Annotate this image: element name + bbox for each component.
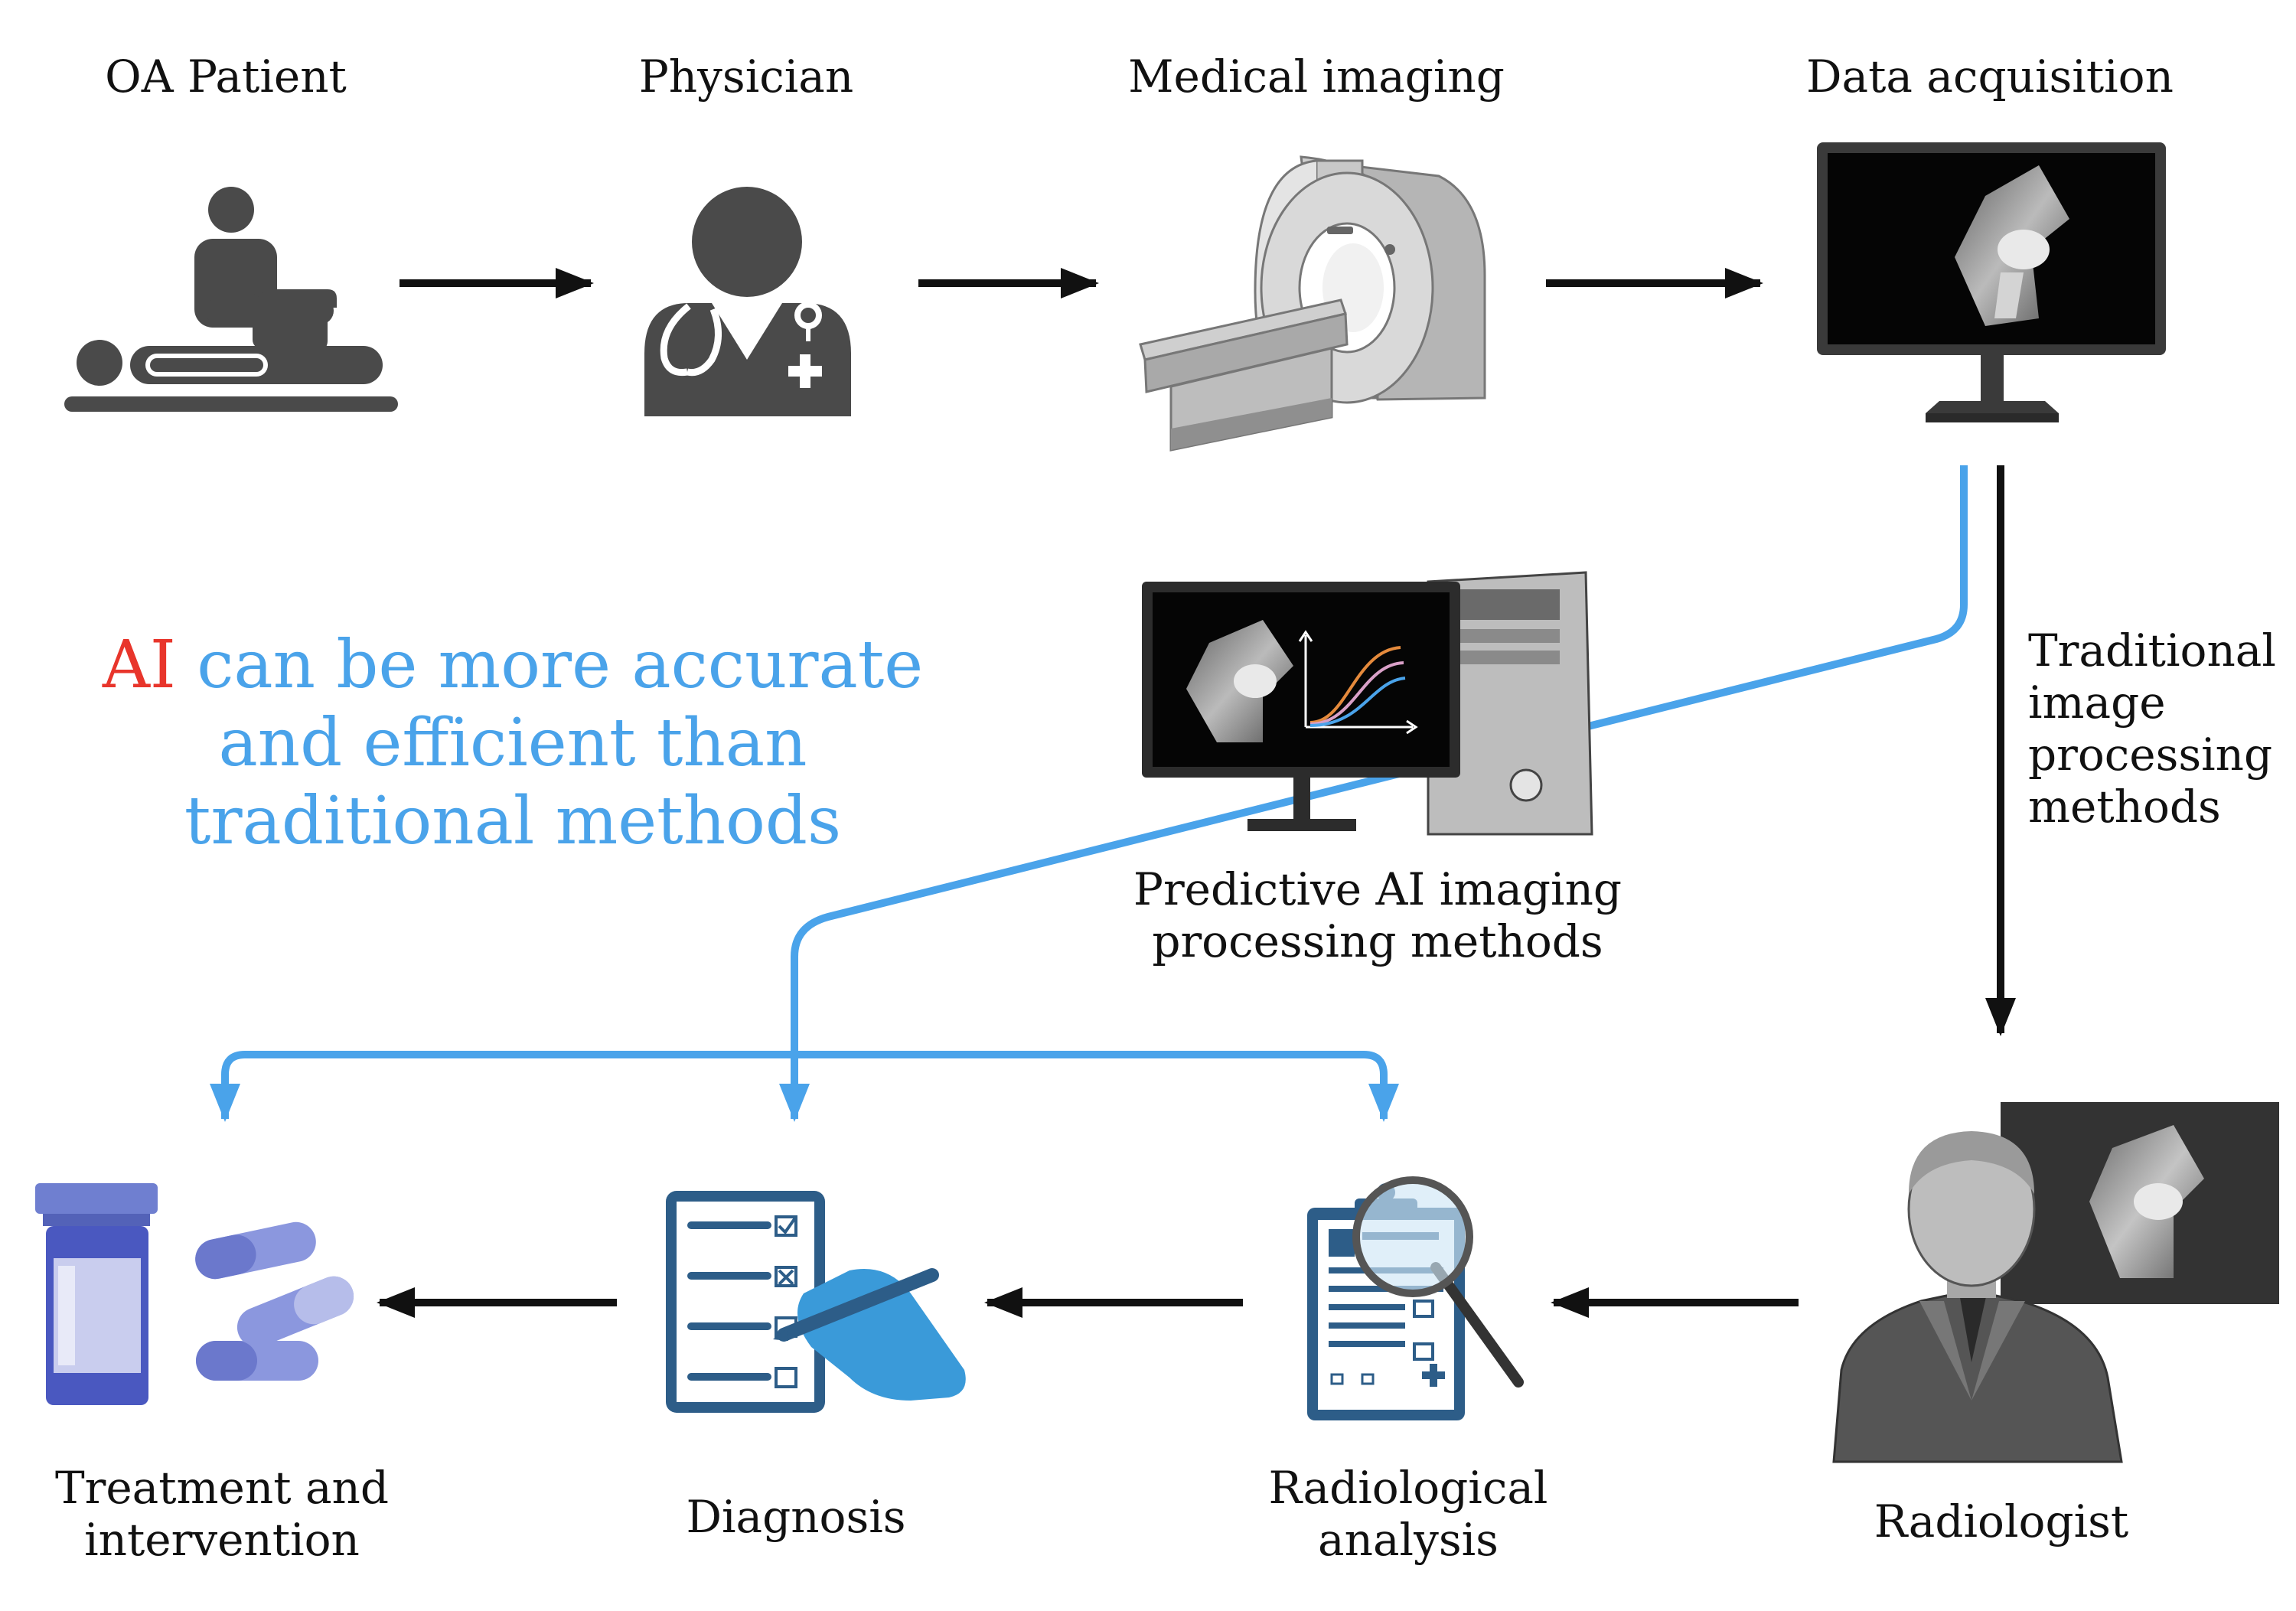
ai-path-arrows bbox=[210, 465, 1968, 1123]
ai-method-label-line2: processing methods bbox=[1152, 915, 1603, 967]
pills-bottle-icon bbox=[35, 1183, 354, 1405]
traditional-path-arrows bbox=[376, 268, 2016, 1318]
traditional-label-line1: Traditional bbox=[2028, 625, 2276, 677]
traditional-label-line4: methods bbox=[2028, 781, 2221, 833]
traditional-label-line3: processing bbox=[2028, 729, 2273, 781]
analysis-label-line1: Radiological bbox=[1268, 1462, 1548, 1514]
ai-callout: AI can be more accurate and efficient th… bbox=[69, 626, 957, 860]
ai-workstation-icon bbox=[1142, 571, 1593, 836]
traditional-label-line2: image bbox=[2028, 677, 2166, 729]
analysis-label-line2: analysis bbox=[1318, 1514, 1499, 1566]
clipboard-magnifier-icon bbox=[1307, 1176, 1524, 1420]
ai-callout-line3: traditional methods bbox=[184, 783, 842, 859]
checklist-hand-icon bbox=[666, 1191, 966, 1413]
mri-scanner-icon bbox=[1139, 155, 1486, 452]
ai-callout-line2: and efficient than bbox=[218, 705, 807, 781]
physician-label: Physician bbox=[638, 51, 854, 103]
patient-label: OA Patient bbox=[105, 51, 347, 103]
treatment-label-line1: Treatment and bbox=[54, 1462, 390, 1514]
ai-callout-line1: AI can be more accurate bbox=[69, 626, 957, 704]
ai-callout-line1-rest: can be more accurate bbox=[175, 627, 924, 703]
radiologist-icon bbox=[1832, 1102, 2279, 1463]
diagnosis-label: Diagnosis bbox=[686, 1491, 906, 1543]
acquisition-label: Data acquisition bbox=[1806, 51, 2174, 103]
imaging-label: Medical imaging bbox=[1128, 51, 1505, 103]
patient-on-table-icon bbox=[64, 187, 398, 412]
ai-callout-ai-word: AI bbox=[102, 627, 176, 703]
treatment-label-line2: intervention bbox=[84, 1514, 360, 1566]
physician-icon bbox=[644, 187, 851, 416]
radiologist-label: Radiologist bbox=[1874, 1495, 2129, 1547]
ai-method-label-line1: Predictive AI imaging bbox=[1133, 863, 1623, 915]
monitor-knee-xray-icon bbox=[1817, 142, 2166, 422]
